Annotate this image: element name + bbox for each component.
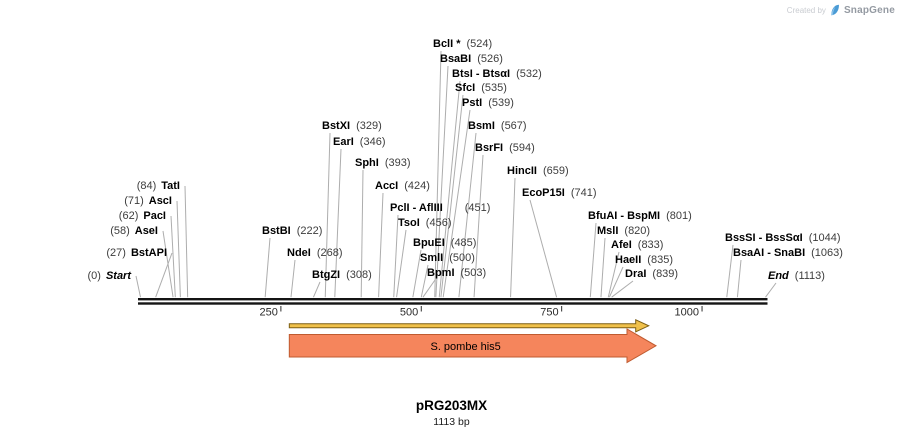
enzyme-label[interactable]: SfcI (535) — [455, 82, 507, 94]
enzyme-label[interactable]: BpmI (503) — [427, 267, 486, 279]
enzyme-label[interactable]: BssSI - BssSαI (1044) — [725, 232, 840, 244]
enzyme-label[interactable]: AccI (424) — [375, 180, 430, 192]
leader-line — [162, 230, 174, 298]
enzyme-label[interactable]: BpuEI (485) — [413, 237, 476, 249]
start-label[interactable]: (0) Start — [87, 270, 132, 282]
ruler-tick-label: 250 — [260, 307, 278, 319]
sequence-line — [138, 302, 768, 305]
leader-line — [324, 132, 331, 298]
enzyme-label[interactable]: BsaBI (526) — [440, 53, 503, 65]
leader-line — [378, 192, 384, 298]
leader-line — [155, 252, 173, 298]
orf-arrow[interactable] — [288, 319, 650, 333]
enzyme-label[interactable]: BsmI (567) — [468, 120, 527, 132]
plasmid-length: 1113 bp — [433, 416, 470, 428]
enzyme-label[interactable]: (62) PacI — [119, 210, 166, 222]
leader-line — [412, 249, 422, 298]
enzyme-label[interactable]: TsoI (456) — [398, 217, 451, 229]
leader-line — [442, 109, 471, 298]
leader-line — [434, 50, 442, 298]
enzyme-label[interactable]: PstI (539) — [462, 97, 514, 109]
enzyme-label[interactable]: (27) BstAPI — [106, 247, 167, 259]
leader-line — [529, 199, 558, 298]
leader-line — [184, 185, 189, 298]
leader-line — [135, 275, 141, 298]
leader-line — [438, 80, 461, 298]
enzyme-label[interactable]: BstXI (329) — [322, 120, 382, 132]
watermark-created-by-label: Created by — [786, 5, 826, 15]
leader-line — [600, 237, 606, 298]
leader-line — [736, 259, 742, 298]
leader-line — [264, 237, 271, 298]
leader-line — [765, 282, 777, 298]
end-label[interactable]: End (1113) — [768, 270, 825, 282]
enzyme-label[interactable]: BtsI - BtsαI (532) — [452, 68, 542, 80]
leader-line — [312, 281, 321, 298]
leader-line — [473, 154, 484, 298]
feature-arrow-his5[interactable] — [288, 328, 657, 364]
enzyme-label[interactable]: (84) TatI — [137, 180, 180, 192]
leader-line — [726, 244, 734, 298]
enzyme-label[interactable]: AfeI (833) — [611, 239, 663, 251]
leader-line — [393, 214, 399, 298]
enzyme-label[interactable]: DraI (839) — [625, 268, 678, 280]
enzyme-label[interactable]: BfuAI - BspMI (801) — [588, 210, 692, 222]
plasmid-name: pRG203MX — [415, 398, 488, 413]
leader-line — [360, 169, 364, 298]
enzyme-label[interactable]: BclI * (524) — [433, 38, 492, 50]
enzyme-label[interactable]: PclI - AflIII (451) — [390, 202, 490, 214]
watermark: Created by SnapGene — [787, 4, 895, 16]
ruler-tick-label: 750 — [540, 307, 558, 319]
ruler-tick-label: 1000 — [675, 307, 699, 319]
enzyme-label[interactable]: HincII (659) — [507, 165, 569, 177]
enzyme-label[interactable]: MslI (820) — [597, 225, 650, 237]
feature-label: S. pombe his5 — [430, 341, 500, 353]
enzyme-label[interactable]: HaeII (835) — [615, 254, 673, 266]
enzyme-label[interactable]: BtgZI (308) — [312, 269, 372, 281]
enzyme-label[interactable]: BsaAI - SnaBI (1063) — [733, 247, 843, 259]
leader-line — [422, 279, 436, 298]
leader-line — [510, 177, 516, 298]
leader-line — [176, 200, 181, 298]
leader-line — [589, 222, 597, 298]
leader-line — [608, 266, 624, 298]
enzyme-label[interactable]: BsrFI (594) — [475, 142, 535, 154]
snapgene-logo-icon — [831, 4, 839, 16]
leader-line — [290, 259, 296, 298]
leader-line — [334, 148, 342, 298]
enzyme-label[interactable]: BstBI (222) — [262, 225, 322, 237]
leader-line — [420, 264, 429, 298]
enzyme-label[interactable]: SphI (393) — [355, 157, 411, 169]
enzyme-label[interactable]: EarI (346) — [333, 136, 385, 148]
leader-line — [458, 132, 477, 298]
enzyme-label[interactable]: NdeI (268) — [287, 247, 343, 259]
enzyme-label[interactable]: EcoP15I (741) — [522, 187, 597, 199]
leader-line — [396, 229, 407, 298]
enzyme-label[interactable]: (71) AscI — [124, 195, 172, 207]
leader-line — [435, 65, 449, 298]
leader-line — [170, 215, 176, 298]
title-block: pRG203MX 1113 bp — [0, 398, 903, 428]
leader-line — [611, 280, 634, 298]
sequence-line — [138, 298, 768, 301]
leader-line — [607, 251, 620, 298]
watermark-brand-label: SnapGene — [843, 4, 895, 16]
enzyme-label[interactable]: SmlI (500) — [420, 252, 475, 264]
ruler-tick-label: 500 — [400, 307, 418, 319]
enzyme-label[interactable]: (58) AseI — [110, 225, 158, 237]
leader-line — [440, 94, 464, 298]
